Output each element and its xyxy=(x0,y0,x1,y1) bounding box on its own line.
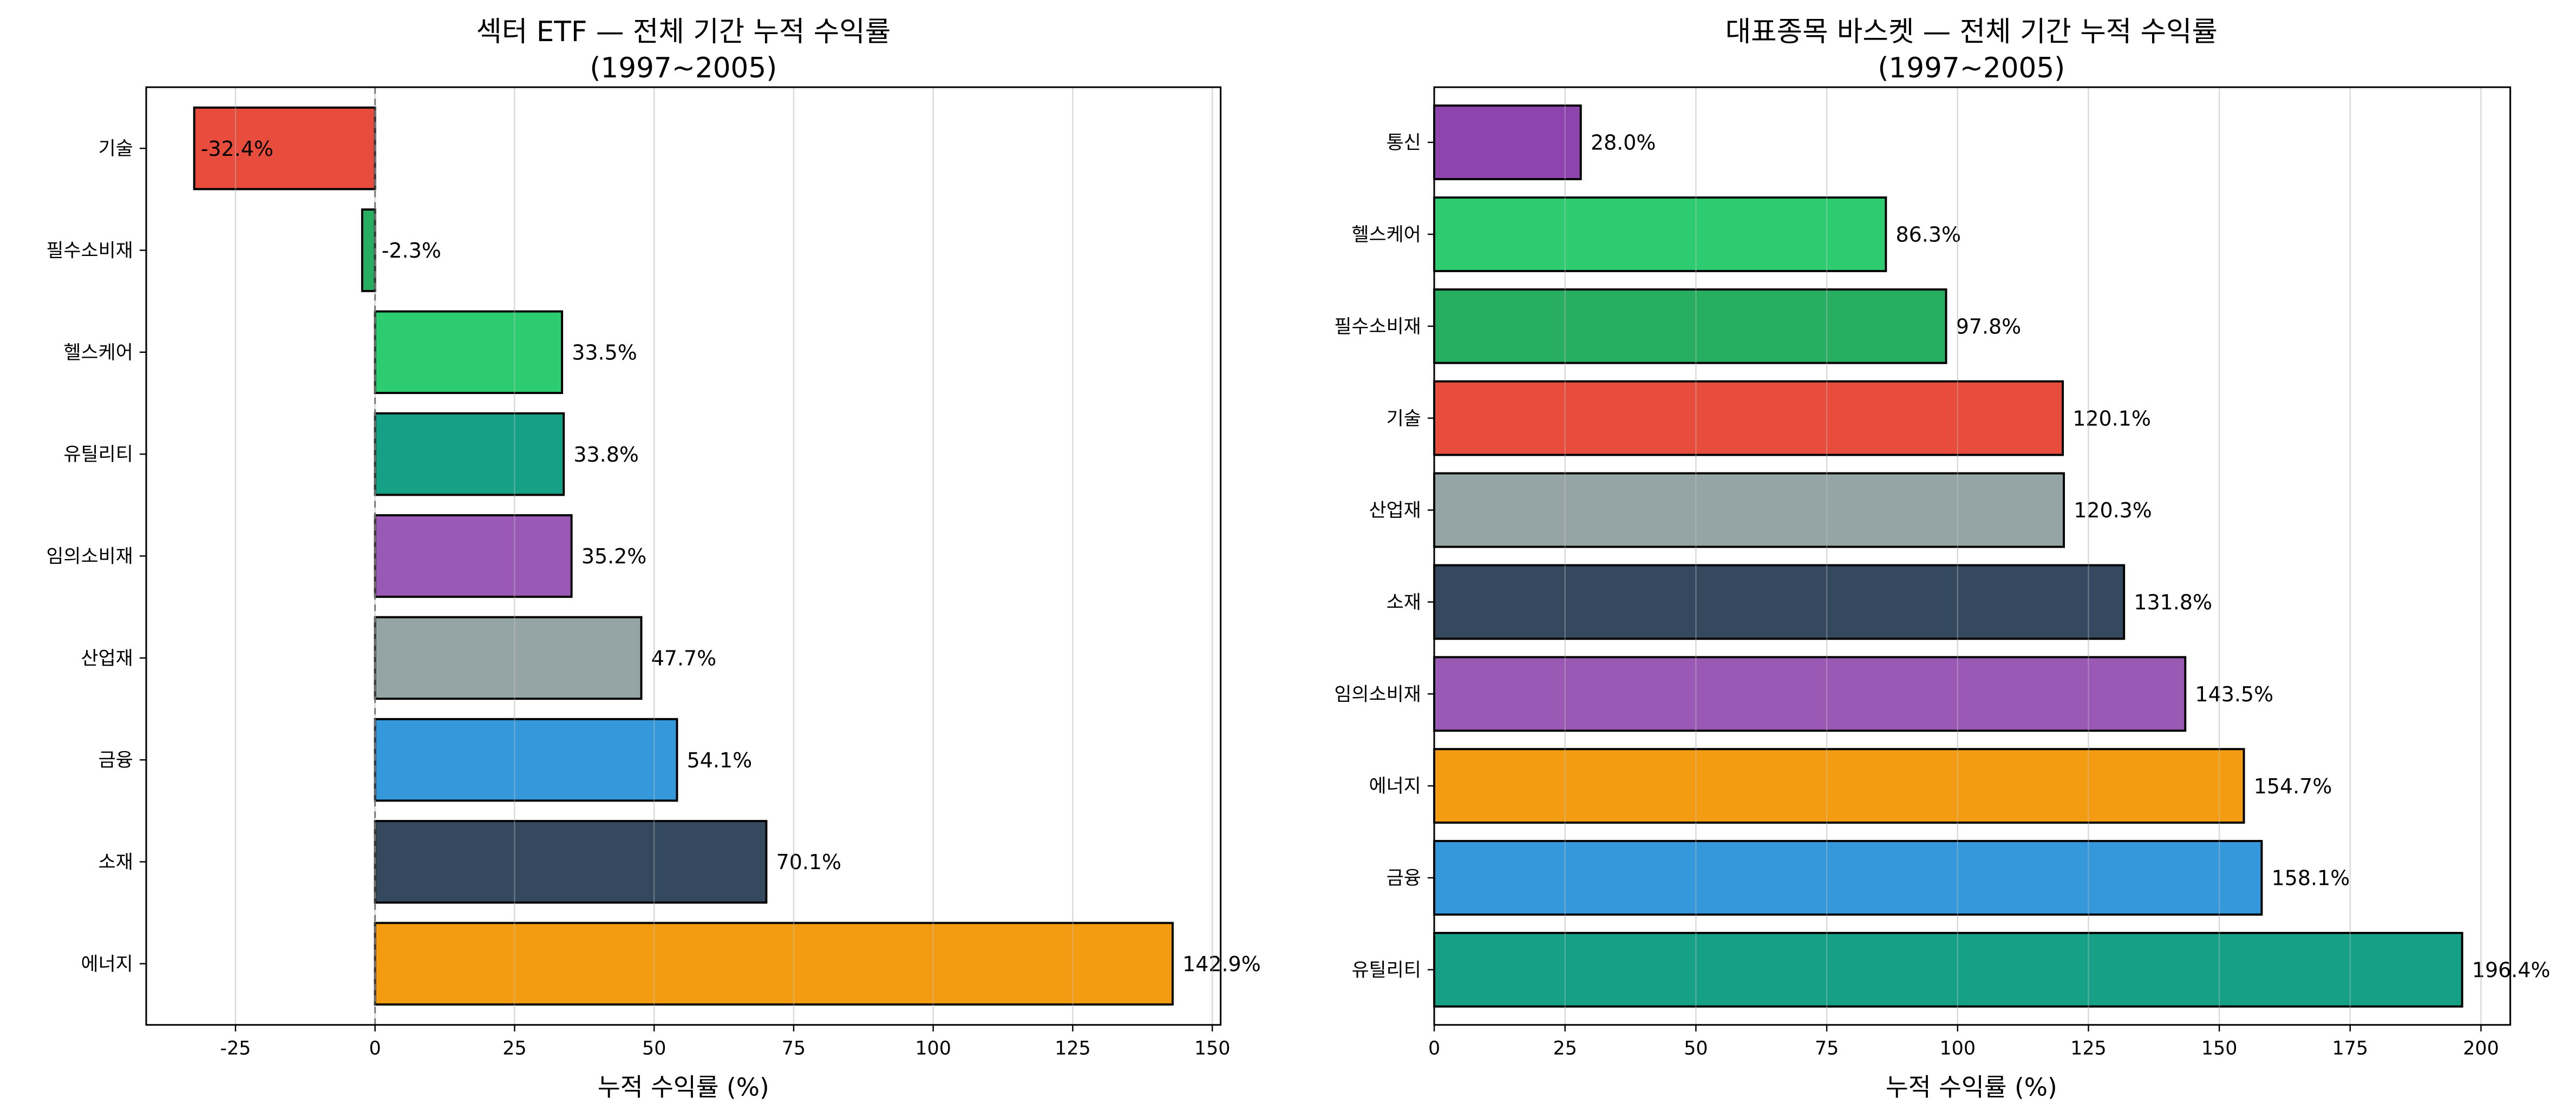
y-tick-label: 통신 xyxy=(1387,132,1421,154)
bar xyxy=(1433,748,2245,824)
chart-title: 대표종목 바스켓 — 전체 기간 누적 수익률 xyxy=(1725,16,2218,48)
bar xyxy=(1433,104,1582,180)
y-tick-label: 임의소비재 xyxy=(1334,684,1421,705)
x-tick-label: 75 xyxy=(782,1037,806,1059)
data-label: -32.4% xyxy=(201,137,273,161)
x-tick-label: 200 xyxy=(2463,1037,2499,1059)
data-label: 54.1% xyxy=(687,748,752,772)
bar xyxy=(1433,380,2064,456)
data-label: 86.3% xyxy=(1896,223,1961,247)
y-tick-label: 헬스케어 xyxy=(63,342,133,364)
data-label: 120.3% xyxy=(2074,498,2152,522)
data-label: 33.5% xyxy=(572,340,637,364)
x-tick-label: 50 xyxy=(642,1037,666,1059)
x-axis-label: 누적 수익률 (%) xyxy=(598,1073,769,1101)
x-tick-label: 150 xyxy=(1194,1037,1231,1059)
x-tick-label: 0 xyxy=(369,1037,381,1059)
bar xyxy=(193,106,376,190)
bar xyxy=(374,718,678,802)
x-tick-label: 125 xyxy=(1055,1037,1091,1059)
x-tick-label: 150 xyxy=(2201,1037,2238,1059)
data-label: 97.8% xyxy=(1956,314,2021,338)
x-tick-label: 100 xyxy=(1939,1037,1976,1059)
bar xyxy=(374,616,643,700)
data-label: 120.1% xyxy=(2072,406,2151,430)
y-tick-label: 헬스케어 xyxy=(1351,224,1421,246)
x-tick-label: -25 xyxy=(220,1037,251,1059)
bar xyxy=(374,820,768,904)
chart-subtitle: (1997~2005) xyxy=(590,52,777,84)
data-label: 142.9% xyxy=(1182,952,1261,976)
bar xyxy=(374,514,573,598)
x-axis-label: 누적 수익률 (%) xyxy=(1886,1073,2057,1101)
data-label: 131.8% xyxy=(2134,590,2212,614)
data-label: 196.4% xyxy=(2472,958,2551,982)
bar xyxy=(1433,472,2065,548)
bar xyxy=(374,310,564,395)
data-label: 143.5% xyxy=(2195,682,2274,706)
y-tick-label: 임의소비재 xyxy=(46,546,133,568)
y-tick-label: 유틸리티 xyxy=(1351,960,1421,981)
x-tick-label: 25 xyxy=(502,1037,526,1059)
y-tick-label: 에너지 xyxy=(81,954,133,975)
bar xyxy=(1433,840,2263,916)
y-tick-label: 유틸리티 xyxy=(63,444,133,465)
data-label: 70.1% xyxy=(776,850,841,874)
y-tick-label: 에너지 xyxy=(1369,776,1421,797)
y-tick-label: 필수소비재 xyxy=(46,240,133,262)
basket-chart: 대표종목 바스켓 — 전체 기간 누적 수익률 (1997~2005) 누적 수… xyxy=(1334,16,2550,1101)
bar xyxy=(1433,564,2126,640)
x-tick-label: 175 xyxy=(2332,1037,2369,1059)
x-tick-label: 75 xyxy=(1815,1037,1839,1059)
data-label: 154.7% xyxy=(2254,774,2332,798)
y-tick-label: 산업재 xyxy=(81,648,133,669)
y-tick-label: 금융 xyxy=(1387,868,1421,889)
y-tick-label: 기술 xyxy=(1387,408,1421,430)
axes-frame xyxy=(145,86,1222,1026)
chart-title: 섹터 ETF — 전체 기간 누적 수익률 xyxy=(476,16,891,48)
y-tick-label: 필수소비재 xyxy=(1334,316,1421,338)
y-tick-label: 소재 xyxy=(99,852,133,873)
x-tick-label: 125 xyxy=(2070,1037,2107,1059)
data-label: 158.1% xyxy=(2272,866,2350,890)
axes-frame xyxy=(1433,86,2512,1026)
bar xyxy=(1433,196,1887,272)
bar xyxy=(361,208,376,292)
bar xyxy=(374,412,565,496)
bar xyxy=(1433,931,2463,1008)
x-tick-label: 0 xyxy=(1428,1037,1440,1059)
data-label: 28.0% xyxy=(1591,131,1656,155)
data-label: -2.3% xyxy=(382,239,441,262)
bar xyxy=(374,922,1174,1006)
y-tick-label: 기술 xyxy=(99,138,133,160)
x-tick-label: 50 xyxy=(1684,1037,1708,1059)
y-tick-label: 산업재 xyxy=(1369,500,1421,522)
sector-etf-chart: 섹터 ETF — 전체 기간 누적 수익률 (1997~2005) 누적 수익률… xyxy=(46,16,1260,1101)
x-tick-label: 100 xyxy=(915,1037,951,1059)
x-tick-label: 25 xyxy=(1553,1037,1577,1059)
y-tick-label: 소재 xyxy=(1387,592,1421,614)
data-label: 47.7% xyxy=(651,646,716,670)
chart-subtitle: (1997~2005) xyxy=(1878,52,2065,84)
bar xyxy=(1433,288,1947,364)
bar xyxy=(1433,656,2187,732)
y-tick-label: 금융 xyxy=(99,750,133,771)
data-label: 33.8% xyxy=(573,443,638,466)
data-label: 35.2% xyxy=(581,544,646,568)
